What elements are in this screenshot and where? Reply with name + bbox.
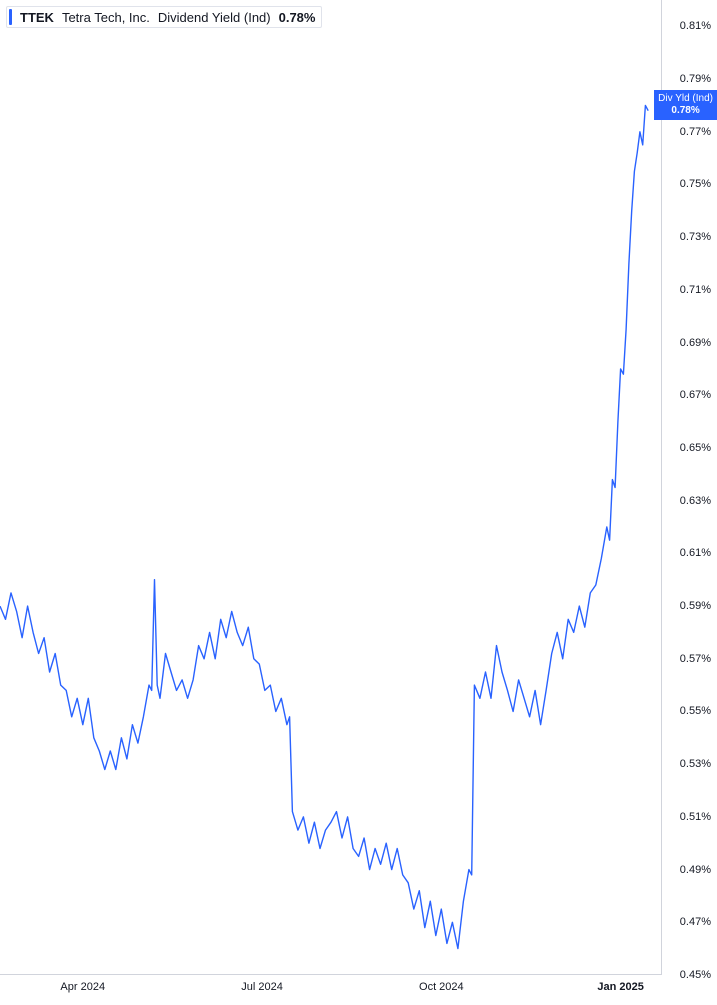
legend-color-tick xyxy=(9,9,12,25)
y-tick-label: 0.51% xyxy=(680,811,711,823)
legend-value: 0.78% xyxy=(279,10,316,25)
price-tag-title: Div Yld (Ind) xyxy=(658,93,713,105)
legend-company-name: Tetra Tech, Inc. xyxy=(62,10,150,25)
legend-metric: Dividend Yield (Ind) xyxy=(158,10,271,25)
chart-legend: TTEK Tetra Tech, Inc. Dividend Yield (In… xyxy=(6,6,322,28)
y-tick-label: 0.65% xyxy=(680,442,711,454)
price-tag-value: 0.78% xyxy=(658,105,713,117)
y-tick-label: 0.53% xyxy=(680,758,711,770)
y-tick-label: 0.59% xyxy=(680,600,711,612)
x-tick-label: Apr 2024 xyxy=(60,981,105,993)
y-tick-label: 0.81% xyxy=(680,20,711,32)
y-tick-label: 0.67% xyxy=(680,389,711,401)
y-tick-label: 0.73% xyxy=(680,231,711,243)
y-tick-label: 0.45% xyxy=(680,969,711,981)
current-value-tag: Div Yld (Ind) 0.78% xyxy=(654,90,717,120)
x-tick-label: Oct 2024 xyxy=(419,981,464,993)
legend-ticker: TTEK xyxy=(20,10,54,25)
y-tick-label: 0.57% xyxy=(680,653,711,665)
series-line xyxy=(0,105,648,948)
y-tick-label: 0.61% xyxy=(680,547,711,559)
y-tick-label: 0.79% xyxy=(680,73,711,85)
y-tick-label: 0.63% xyxy=(680,495,711,507)
y-tick-label: 0.71% xyxy=(680,284,711,296)
y-tick-label: 0.49% xyxy=(680,864,711,876)
x-axis[interactable]: Apr 2024 Jul 2024 Oct 2024 Jan 2025 xyxy=(0,975,662,1005)
y-tick-label: 0.55% xyxy=(680,705,711,717)
y-tick-label: 0.69% xyxy=(680,337,711,349)
y-axis[interactable]: 0.45%0.47%0.49%0.51%0.53%0.55%0.57%0.59%… xyxy=(662,0,717,975)
x-tick-label: Jul 2024 xyxy=(241,981,283,993)
y-tick-label: 0.75% xyxy=(680,178,711,190)
y-tick-label: 0.47% xyxy=(680,916,711,928)
line-chart[interactable] xyxy=(0,0,662,975)
x-tick-label: Jan 2025 xyxy=(597,981,643,993)
y-tick-label: 0.77% xyxy=(680,126,711,138)
